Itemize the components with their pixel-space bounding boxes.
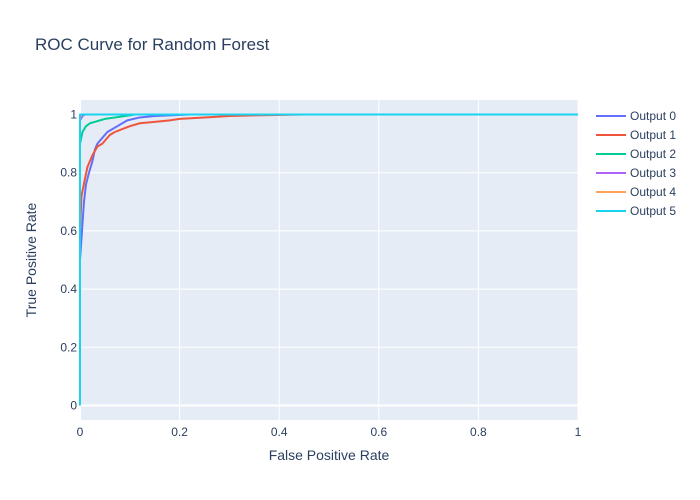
y-tick-label: 0.4 xyxy=(60,282,77,296)
series-line-output-2 xyxy=(79,113,578,406)
chart-title: ROC Curve for Random Forest xyxy=(35,35,270,54)
plot-area xyxy=(80,100,578,420)
y-tick-label: 0 xyxy=(70,398,77,412)
x-tick-label: 0.6 xyxy=(370,425,387,439)
legend-item-output-5[interactable]: Output 5 xyxy=(596,204,676,218)
y-tick-label: 1 xyxy=(70,108,77,122)
x-tick-label: 0.2 xyxy=(171,425,188,439)
y-tick-label: 0.6 xyxy=(60,224,77,238)
series-line-output-0 xyxy=(79,113,578,406)
legend-label: Output 3 xyxy=(630,166,676,180)
x-tick-label: 1 xyxy=(575,425,582,439)
series-line-output-5 xyxy=(79,113,578,406)
x-tick-label: 0.8 xyxy=(470,425,487,439)
tick-labels: 0 0.2 0.4 0.6 0.8 1 0 0.2 0.4 0.6 0.8 1 xyxy=(60,108,581,439)
y-tick-label: 0.2 xyxy=(60,340,77,354)
legend-label: Output 1 xyxy=(630,128,676,142)
y-axis-title: True Positive Rate xyxy=(23,202,39,317)
series-lines xyxy=(79,113,578,406)
legend[interactable]: Output 0 Output 1 Output 2 Output 3 Output 4… xyxy=(596,109,676,218)
legend-item-output-0[interactable]: Output 0 xyxy=(596,109,676,123)
grid-lines xyxy=(79,100,579,420)
legend-item-output-3[interactable]: Output 3 xyxy=(596,166,676,180)
x-axis-title: False Positive Rate xyxy=(269,447,390,463)
legend-label: Output 5 xyxy=(630,204,676,218)
legend-item-output-1[interactable]: Output 1 xyxy=(596,128,676,142)
legend-label: Output 2 xyxy=(630,147,676,161)
series-line-output-1 xyxy=(79,113,578,406)
legend-item-output-2[interactable]: Output 2 xyxy=(596,147,676,161)
y-tick-label: 0.8 xyxy=(60,166,77,180)
x-tick-label: 0 xyxy=(77,425,84,439)
legend-label: Output 4 xyxy=(630,185,676,199)
legend-item-output-4[interactable]: Output 4 xyxy=(596,185,676,199)
x-tick-label: 0.4 xyxy=(271,425,288,439)
legend-label: Output 0 xyxy=(630,109,676,123)
